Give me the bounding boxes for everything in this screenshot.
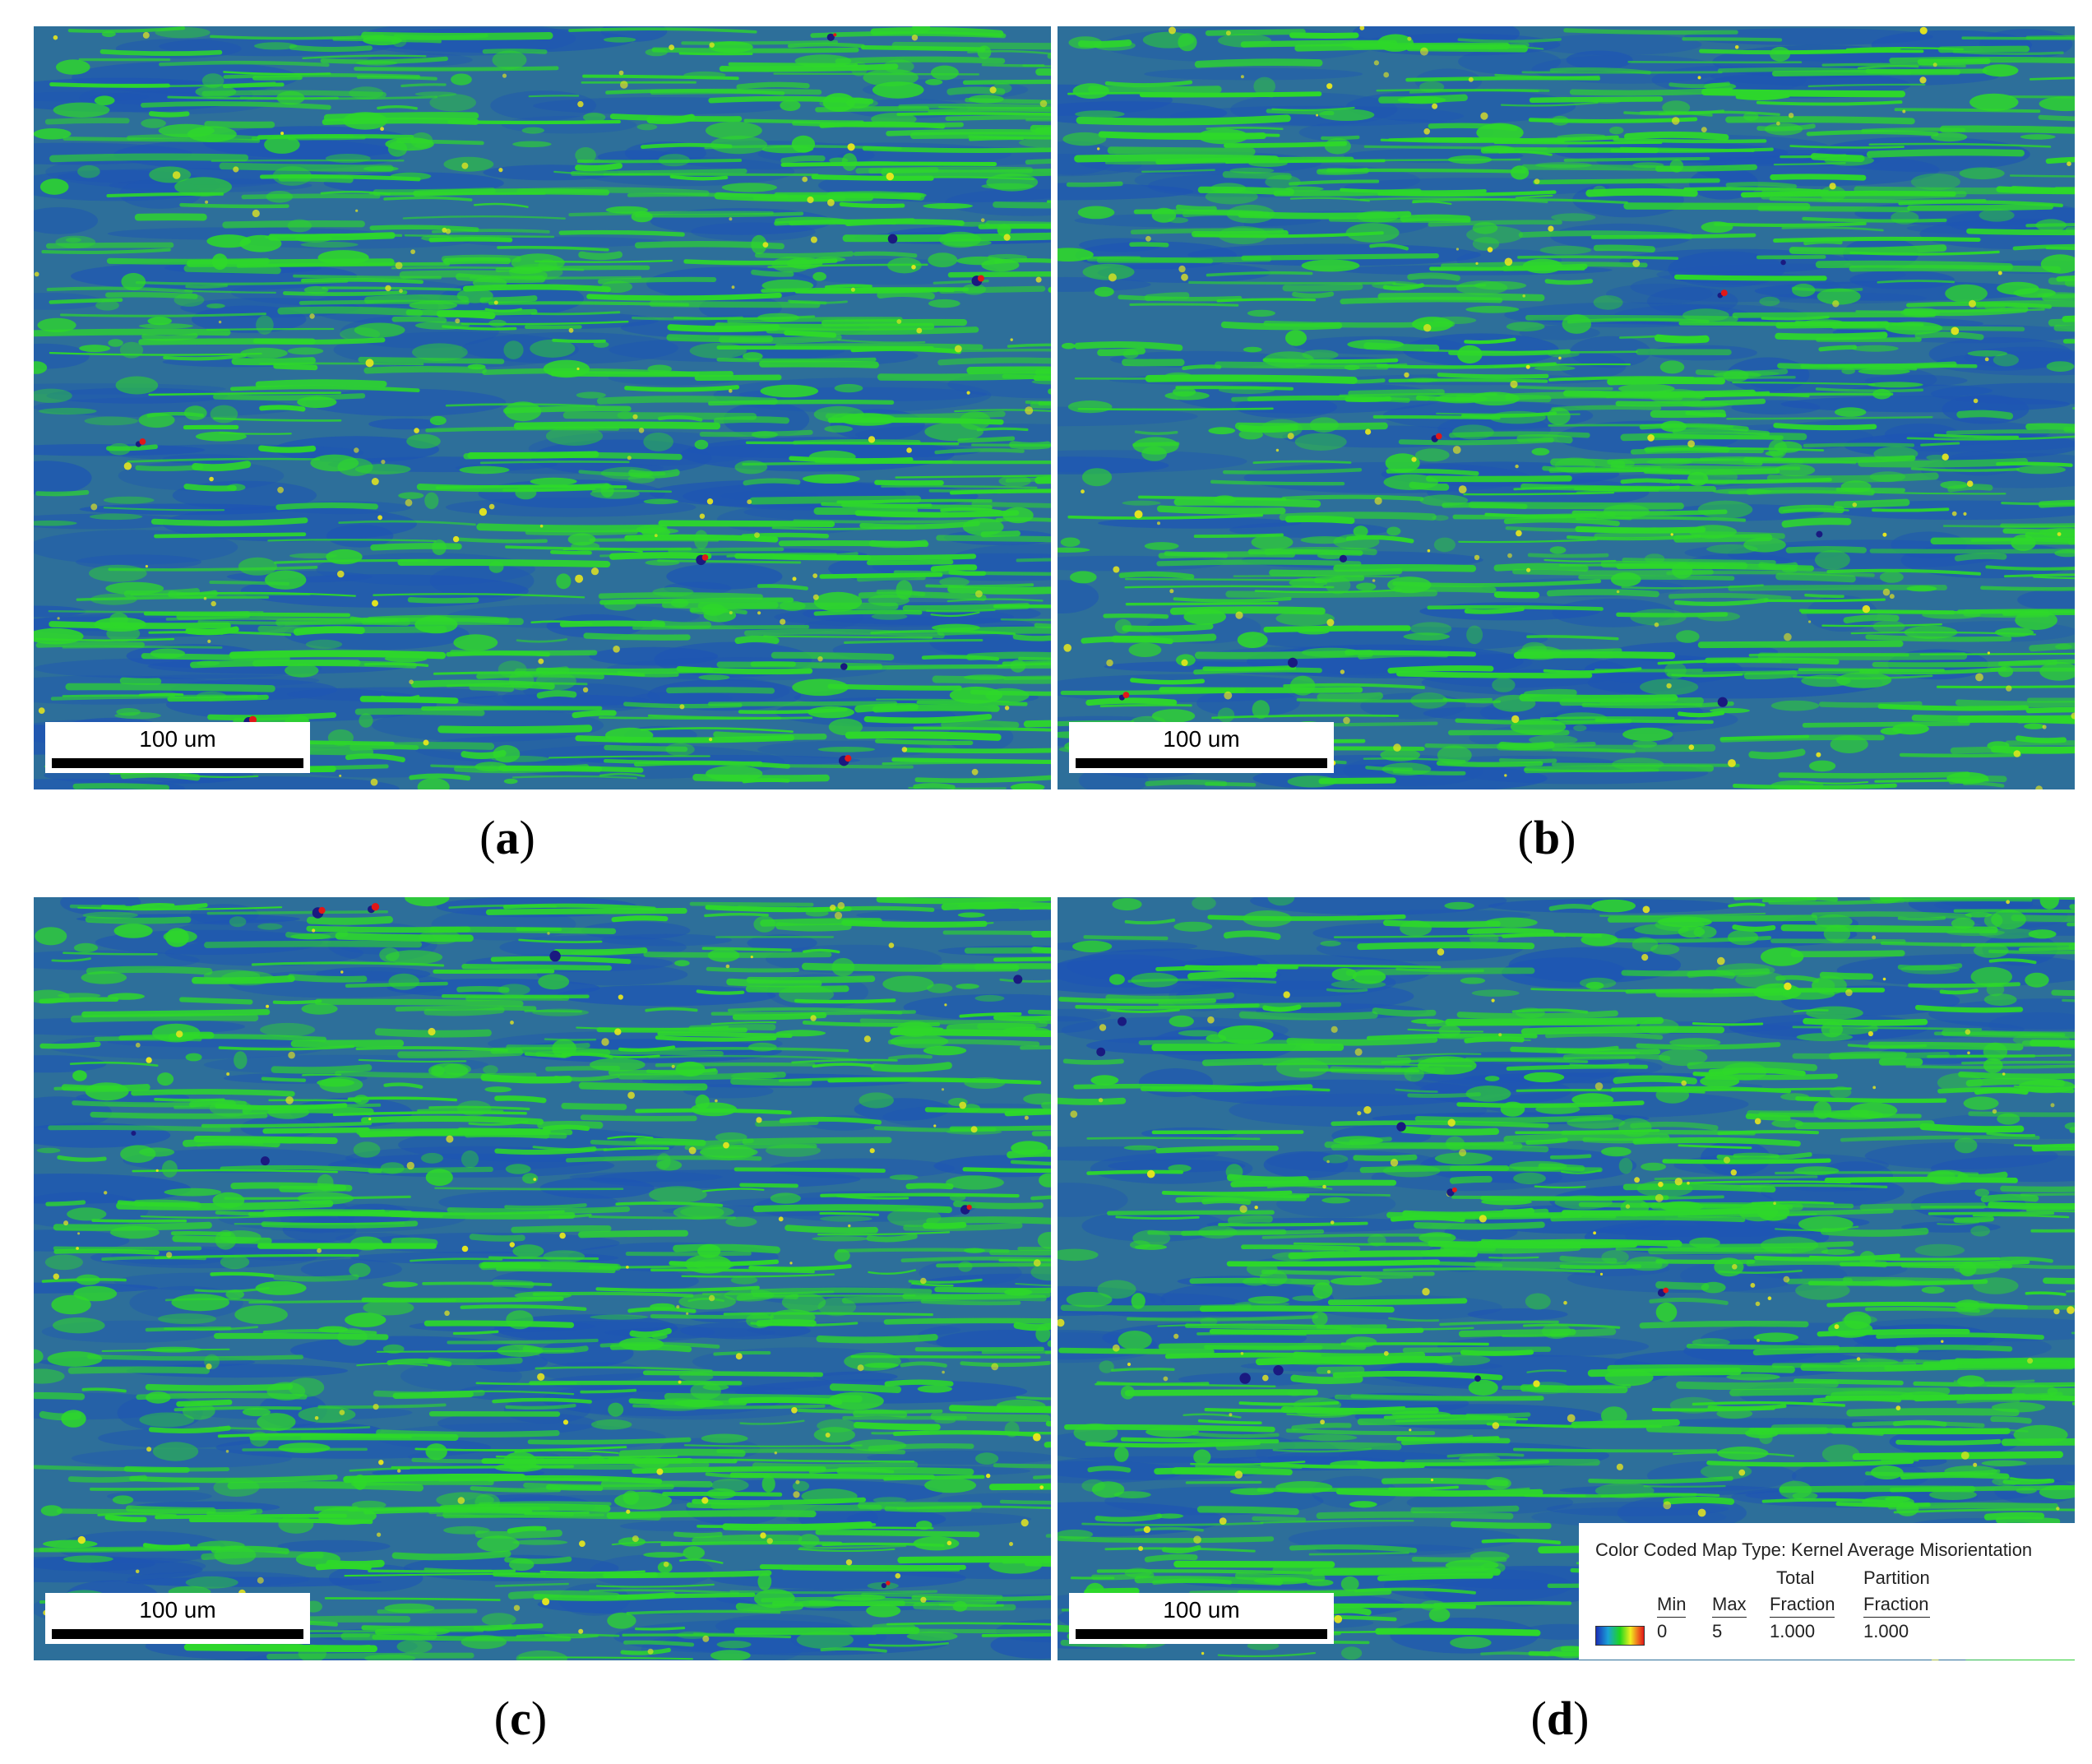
scale-bar-label-d: 100 um [1163, 1597, 1240, 1623]
legend-partition-header-line1: Partition [1863, 1567, 1930, 1588]
legend-total-value: 1.000 [1770, 1621, 1816, 1641]
legend-min-column: Min 0 [1657, 1592, 1687, 1646]
legend-max-column: Max 5 [1712, 1592, 1747, 1646]
legend-min-value: 0 [1657, 1621, 1668, 1641]
legend-total-fraction-column: Total Fraction 1.000 [1770, 1564, 1835, 1646]
legend-total-header-line2: Fraction [1770, 1592, 1835, 1618]
scale-bar-c: 100 um [45, 1593, 310, 1644]
kam-map-panel-a: 100 um [34, 26, 1051, 789]
legend-total-header-line1: Total [1776, 1567, 1815, 1588]
legend-max-header: Max [1712, 1592, 1747, 1618]
scale-bar-label-b: 100 um [1163, 726, 1240, 752]
caption-letter-c: c [510, 1692, 531, 1745]
caption-open-paren-b: ( [1517, 811, 1534, 864]
caption-d: (d) [1478, 1692, 1642, 1745]
kam-map-panel-c: 100 um [34, 897, 1051, 1660]
caption-close-paren-b: ) [1560, 811, 1576, 864]
legend-title: Color Coded Map Type: Kernel Average Mis… [1595, 1539, 2033, 1560]
kam-map-image-d [1058, 897, 2075, 1660]
caption-open-paren-a: ( [479, 811, 496, 864]
caption-letter-b: b [1533, 811, 1561, 864]
caption-close-paren-c: ) [530, 1692, 548, 1745]
scale-bar-d: 100 um [1069, 1593, 1334, 1644]
scale-bar-b: 100 um [1069, 722, 1334, 773]
legend-partition-value: 1.000 [1863, 1621, 1909, 1641]
caption-c: (c) [438, 1692, 603, 1745]
scale-bar-label-c: 100 um [139, 1597, 216, 1623]
caption-close-paren-a: ) [519, 811, 535, 864]
scale-bar-a: 100 um [45, 722, 310, 773]
scale-bar-label-a: 100 um [139, 726, 216, 752]
caption-a: (a) [425, 812, 590, 864]
caption-open-paren-d: ( [1530, 1692, 1547, 1745]
scale-bar-line-b [1076, 758, 1327, 768]
legend-color-gradient [1595, 1626, 1645, 1646]
caption-open-paren-c: ( [493, 1692, 511, 1745]
caption-letter-a: a [495, 811, 520, 864]
scale-bar-line-c [52, 1629, 303, 1639]
caption-b: (b) [1465, 812, 1629, 864]
caption-letter-d: d [1546, 1692, 1574, 1745]
scale-bar-line-a [52, 758, 303, 768]
kam-map-image-b [1058, 26, 2075, 789]
caption-close-paren-d: ) [1573, 1692, 1590, 1745]
scale-bar-line-d [1076, 1629, 1327, 1639]
kam-map-panel-d: 100 um [1058, 897, 2075, 1660]
legend-partition-header-line2: Fraction [1863, 1592, 1930, 1618]
kam-map-image-c [34, 897, 1051, 1660]
kam-map-image-a [34, 26, 1051, 789]
legend-partition-fraction-column: Partition Fraction 1.000 [1863, 1564, 1930, 1646]
legend-max-value: 5 [1712, 1621, 1723, 1641]
kam-map-panel-b: 100 um [1058, 26, 2075, 789]
color-map-legend: Color Coded Map Type: Kernel Average Mis… [1579, 1523, 2080, 1660]
legend-min-header: Min [1657, 1592, 1687, 1618]
